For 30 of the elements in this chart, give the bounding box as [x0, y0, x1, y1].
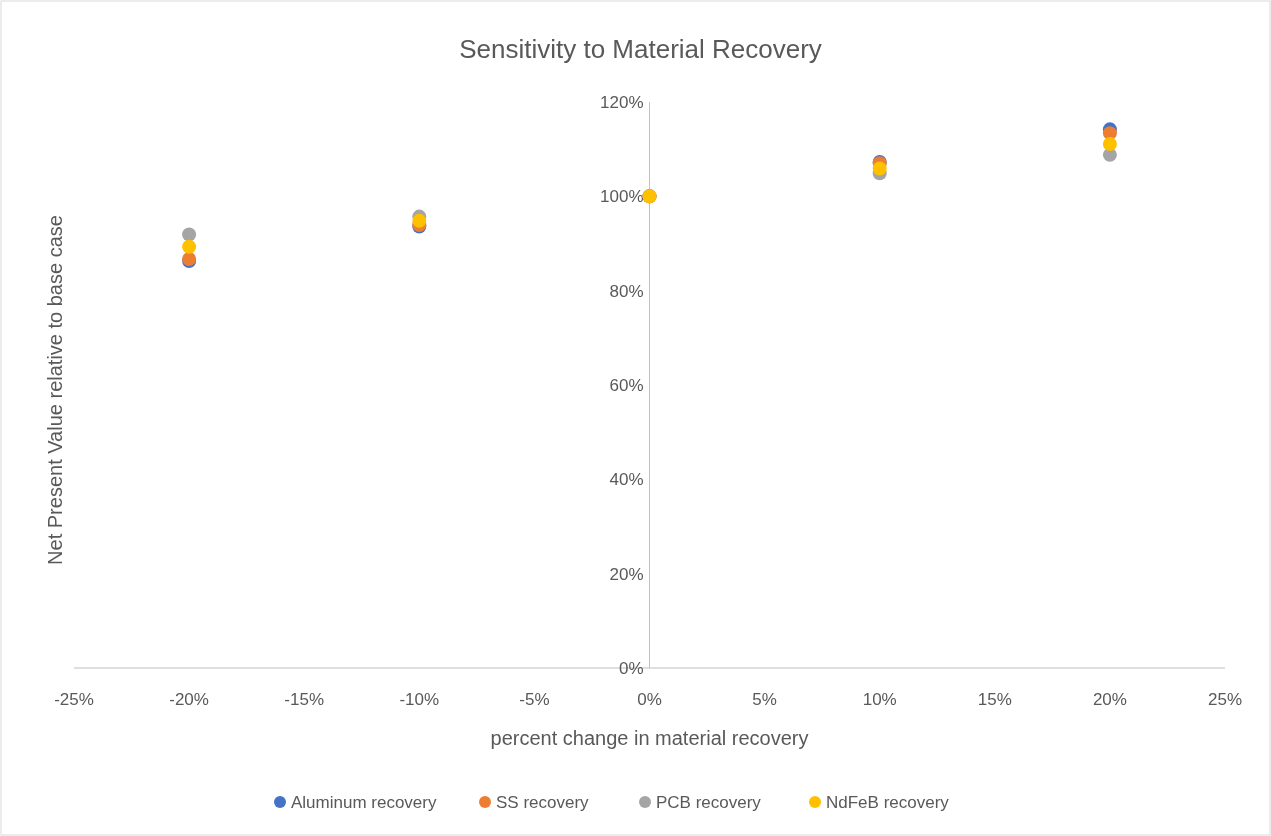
y-tick-label: 60% [609, 376, 644, 395]
point [182, 227, 197, 242]
x-tick-label: 20% [1092, 690, 1127, 709]
legend-label: Aluminum recovery [291, 793, 437, 812]
x-tick-label: -10% [399, 690, 440, 709]
chart-title: Sensitivity to Material Recovery [459, 34, 822, 64]
point [182, 239, 197, 254]
x-tick-label: 25% [1207, 690, 1243, 709]
x-tick-label: 5% [752, 690, 777, 709]
legend-label: PCB recovery [656, 793, 762, 812]
y-tick-label: 120% [600, 93, 644, 112]
legend-label: NdFeB recovery [826, 793, 950, 812]
legend-label: SS recovery [496, 793, 590, 812]
point [1102, 136, 1117, 151]
y-tick-label: 40% [609, 470, 644, 490]
point [872, 161, 887, 176]
y-axis-title: Net Present Value relative to base case [44, 215, 66, 565]
x-tick-label: -15% [284, 690, 325, 709]
y-tick-label: 20% [609, 564, 644, 584]
y-tick-label: 0% [618, 659, 644, 678]
x-axis-title: percent change in material recovery [490, 727, 809, 749]
x-tick-label: 15% [977, 690, 1012, 709]
x-tick-label: -20% [169, 690, 209, 709]
x-tick-label: 10% [862, 690, 897, 709]
x-tick-label: -5% [519, 690, 550, 709]
x-tick-label: 0% [637, 690, 662, 709]
y-tick-label: 100% [600, 187, 644, 207]
x-tick-label: -25% [54, 690, 94, 709]
point [412, 213, 427, 228]
y-tick-label: 80% [609, 281, 644, 301]
